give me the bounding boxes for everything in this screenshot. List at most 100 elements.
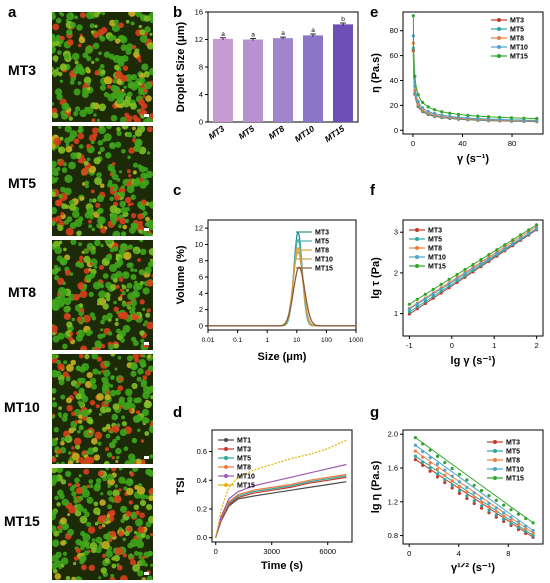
droplet [92,127,99,134]
data-point [535,223,539,227]
droplet [142,179,150,186]
droplet [106,423,111,428]
droplet [99,84,107,91]
droplet [75,459,79,464]
droplet [98,525,103,530]
droplet [143,71,150,78]
droplet [79,515,88,524]
droplet [148,224,153,231]
legend-label: MT10 [315,257,333,264]
droplet [131,213,137,219]
data-point [519,237,523,241]
data-point [476,116,480,121]
legend-label: MT8 [506,458,520,465]
droplet [146,279,153,287]
droplet [103,51,111,58]
legend-marker [415,255,419,259]
droplet [127,91,133,98]
legend-label: MT15 [428,264,446,271]
x-tick-label: 1000 [349,337,364,344]
droplet [139,29,146,36]
data-point [421,449,425,454]
droplet [98,51,102,56]
droplet [121,149,126,154]
droplet [121,421,127,427]
data-point [494,515,498,519]
droplet [67,513,71,517]
droplet [67,528,74,536]
droplet [141,199,147,205]
droplet [130,274,137,280]
droplet [135,177,141,182]
droplet [63,312,71,320]
data-point [480,506,484,510]
x-axis-label: lg γ (s⁻¹) [451,355,496,367]
data-point [450,486,454,490]
droplet [58,406,62,410]
y-tick-label: 0 [394,126,398,135]
droplet [69,486,75,492]
droplet [121,302,127,307]
droplet [139,354,144,358]
x-tick-label: 1 [265,337,269,344]
data-point [486,117,491,121]
droplet [102,273,109,279]
x-axis-label: γ¹ᐟ² (s⁻¹) [451,562,495,574]
data-point [502,517,506,521]
droplet [115,318,119,322]
droplet [60,394,66,400]
droplet [52,457,57,463]
droplet [113,85,121,93]
droplet [80,308,85,313]
droplet [105,433,111,439]
droplet [73,498,79,504]
droplet [88,429,93,434]
droplet [60,557,69,565]
droplet [134,415,142,423]
x-axis-label: γ (s⁻¹) [457,153,489,165]
legend-label: MT5 [428,237,442,244]
droplet [72,210,80,218]
droplet [97,207,104,214]
droplet [137,258,141,262]
droplet [69,130,78,139]
droplet [83,76,92,85]
droplet [61,113,68,120]
legend-label: MT3 [315,230,329,237]
legend-label: MT8 [315,248,329,255]
droplet [75,576,81,580]
data-point [416,99,420,104]
droplet [144,81,153,90]
data-point [495,252,499,256]
droplet [57,50,62,55]
droplet [66,405,73,412]
droplet [54,495,59,501]
data-point [487,257,491,261]
droplet [137,126,141,129]
droplet [141,408,150,416]
panel-label-c: c [173,182,182,199]
data-point [435,472,440,476]
panel-label-d: d [173,404,183,421]
droplet [60,12,65,17]
droplet [80,409,89,418]
droplet [108,496,114,502]
droplet [79,196,85,201]
droplet [125,388,133,397]
droplet [132,126,136,131]
data-point [407,310,411,314]
droplet [107,84,112,89]
droplet [128,147,135,154]
data-point [494,506,498,510]
droplet [132,468,139,472]
droplet [71,491,77,497]
droplet [97,151,102,155]
data-point [439,289,443,293]
droplet [92,198,97,203]
data-point [487,508,491,513]
droplet [62,551,67,556]
droplet [99,36,106,42]
droplet [126,526,132,532]
droplet [88,291,94,297]
data-point [480,504,484,508]
